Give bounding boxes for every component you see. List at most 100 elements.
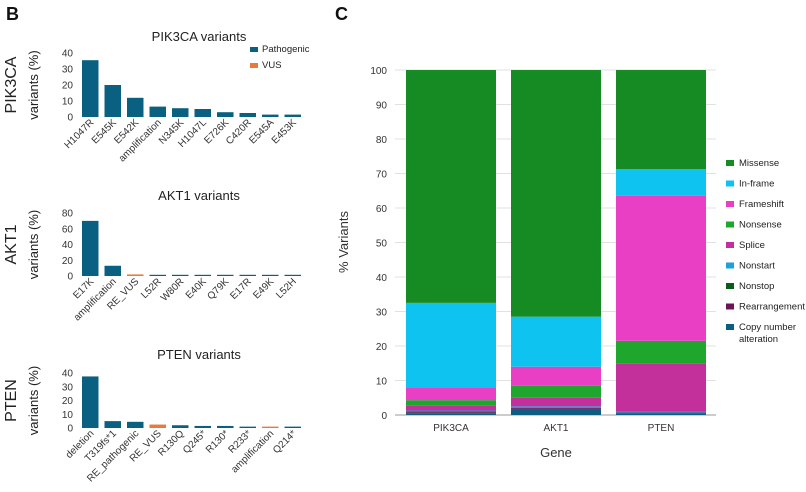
bar <box>194 274 211 276</box>
panel-b-letter: B <box>6 4 19 24</box>
stack-segment <box>406 70 496 303</box>
y-tick-label: 0 <box>67 272 73 283</box>
legend-label: VUS <box>262 60 282 71</box>
stack-segment <box>406 410 496 412</box>
y-tick-label: 20 <box>62 256 74 267</box>
legend-swatch <box>726 160 734 166</box>
panel-b: PIK3CA variants PIK3CA variants (%) 0 10 20 30… <box>3 29 310 484</box>
bar <box>284 274 301 276</box>
stack-0 <box>406 70 496 415</box>
panel-c-legend: Missense In-frame Frameshift Nonsense Splice… <box>726 158 805 345</box>
legend-label: Splice <box>739 240 765 251</box>
legend-swatch <box>250 63 258 68</box>
bar <box>82 60 99 117</box>
legend-swatch <box>726 221 734 228</box>
category-label: W80R <box>159 276 186 303</box>
y-tick-label: 10 <box>62 97 74 108</box>
y-tick-label: 60 <box>62 224 74 235</box>
stack-segment <box>511 70 601 317</box>
y-tick-label: 0 <box>381 411 387 422</box>
y-tick-label: 20 <box>62 81 74 92</box>
legend-label: In-frame <box>739 179 774 190</box>
bar <box>239 113 256 117</box>
x-category-label: AKT1 <box>543 423 568 434</box>
y-axis-label: variants (%) <box>26 210 41 279</box>
bar <box>172 108 189 117</box>
bar <box>127 421 144 428</box>
bar <box>239 274 256 276</box>
bar <box>284 114 301 117</box>
legend-label: Nonstart <box>739 261 775 272</box>
stack-2 <box>616 70 706 415</box>
y-tick-label: 20 <box>376 342 388 353</box>
x-axis-title: Gene <box>540 445 572 460</box>
category-label: R130Q <box>156 428 186 458</box>
x-category-label: PTEN <box>648 423 675 434</box>
y-tick-label: 20 <box>62 396 74 407</box>
bar <box>239 426 256 428</box>
x-category-label: PIK3CA <box>433 423 469 434</box>
y-tick-label: 60 <box>376 204 388 215</box>
y-tick-label: 40 <box>62 49 74 60</box>
y-axis-gene-label: PIK3CA <box>3 56 20 113</box>
y-axis-title: % Variants <box>336 211 351 273</box>
y-tick-label: 100 <box>370 66 387 77</box>
category-label: C420R <box>224 117 254 147</box>
stack-segment <box>406 405 496 411</box>
y-tick-label: 0 <box>67 424 73 435</box>
y-tick-label: 70 <box>376 170 388 181</box>
bar <box>104 421 121 428</box>
bar <box>127 97 144 117</box>
stack-1 <box>511 70 601 415</box>
stack-segment <box>511 385 601 398</box>
category-label: E49K <box>251 276 276 301</box>
y-tick-label: 0 <box>67 113 73 124</box>
legend-label: Copy number alteration <box>739 322 796 345</box>
bar <box>127 274 144 276</box>
bar <box>217 112 234 117</box>
y-axis-label: variants (%) <box>26 50 41 119</box>
bar <box>82 220 99 276</box>
y-tick-label: 40 <box>376 273 388 284</box>
category-label: Q214* <box>271 428 299 456</box>
category-label: E17R <box>228 276 253 301</box>
bar <box>149 274 166 276</box>
stack-segment <box>511 397 601 407</box>
bar <box>194 109 211 117</box>
y-tick-label: 80 <box>376 135 388 146</box>
category-label: L52H <box>274 276 299 301</box>
legend-swatch <box>726 180 734 187</box>
y-tick-label: 30 <box>62 382 74 393</box>
bar <box>262 426 279 428</box>
legend-swatch <box>726 262 734 269</box>
stack-segment <box>616 412 706 414</box>
stack-segment <box>511 366 601 386</box>
bar <box>149 424 166 428</box>
panel-c: 0 10 20 30 40 50 60 70 80 90 100 PIK3CA AKT1 PTEN Gene… <box>336 66 805 460</box>
bar <box>82 376 99 428</box>
legend-label: Pathogenic <box>262 44 310 55</box>
y-tick-label: 10 <box>62 410 74 421</box>
stack-segment <box>616 413 706 415</box>
panel-b-legend: Pathogenic VUS <box>250 44 310 71</box>
y-axis-gene-label: AKT1 <box>3 224 20 264</box>
legend-label: Nonsense <box>739 220 782 231</box>
stack-segment <box>406 302 496 388</box>
y-tick-label: 10 <box>376 377 388 388</box>
category-label: Q245* <box>181 428 209 456</box>
y-tick-label: 30 <box>376 308 388 319</box>
y-axis-gene-label: PTEN <box>3 379 20 422</box>
stack-segment <box>406 413 496 415</box>
legend-label: Frameshift <box>739 199 784 210</box>
stack-segment <box>511 408 601 410</box>
y-axis-label: variants (%) <box>26 366 41 435</box>
y-tick-label: 30 <box>62 65 74 76</box>
y-tick-label: 50 <box>376 239 388 250</box>
y-tick-label: 80 <box>62 209 74 220</box>
stack-segment <box>616 70 706 170</box>
legend-label: Missense <box>739 158 779 169</box>
stack-segment <box>616 411 706 413</box>
legend-label: Rearrangement <box>739 302 805 313</box>
legend-label: Nonstop <box>739 281 774 292</box>
